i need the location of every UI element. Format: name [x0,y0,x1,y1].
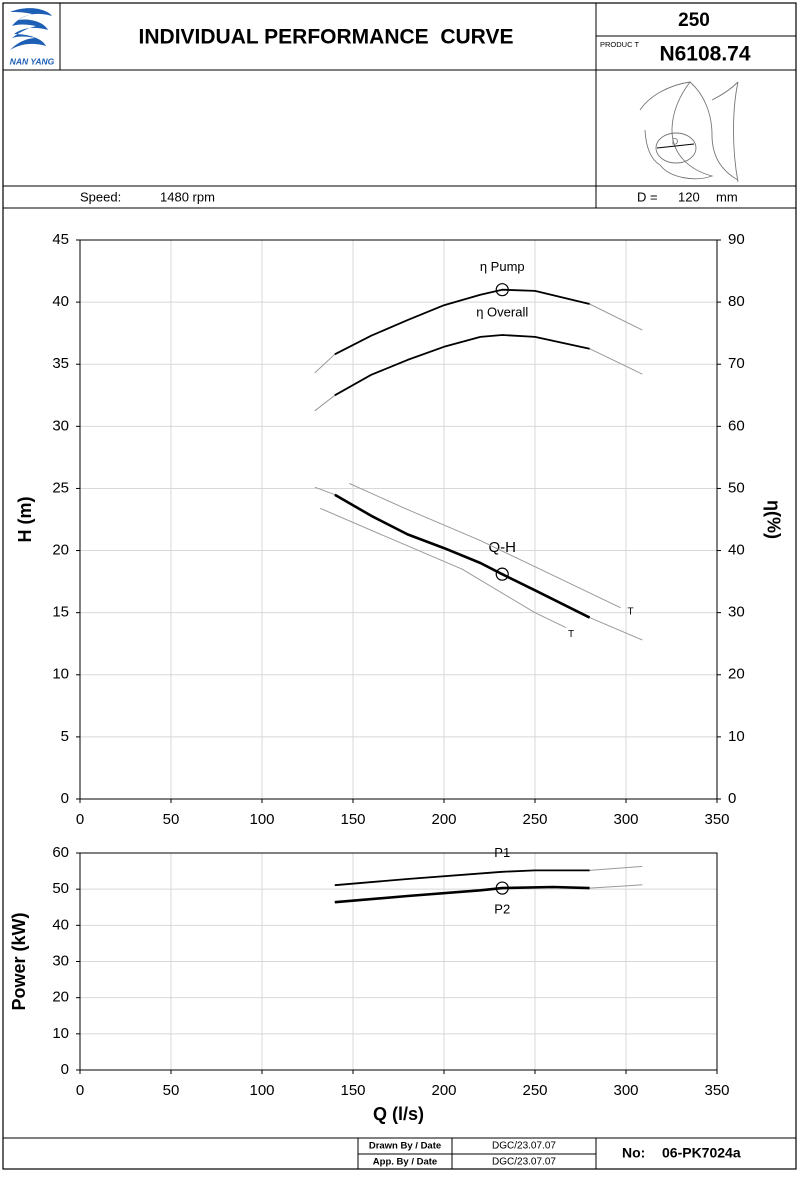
product: N6108.74 [659,43,750,66]
y-tick-label: 0 [61,1061,69,1078]
x-axis-title: Q (l/s) [373,1104,424,1124]
y2-tick-label: 80 [728,293,745,310]
curve [334,288,590,356]
y2-tick-label: 30 [728,604,745,621]
x-tick-label: 100 [249,1082,274,1099]
y-tick-label: 45 [52,231,69,248]
y-tick-label: 35 [52,355,69,372]
drawn-value: DGC/23.07.07 [492,1141,556,1152]
logo-swirl [10,8,52,50]
curve [320,507,567,629]
y-tick-label: 20 [52,542,69,559]
series-label: P2 [494,902,510,917]
curve [314,334,643,412]
duty-point [495,567,509,581]
logo-text: NAN YANG [10,56,55,66]
y-tick-label: 10 [52,666,69,683]
curve [334,493,591,619]
x-tick-label: 300 [613,811,638,828]
y-tick-label: 40 [52,916,69,933]
speed-label: Speed: [80,189,121,204]
y-tick-label: 10 [52,1025,69,1042]
y-tick-label: 20 [52,989,69,1006]
y-tick-label: 60 [52,844,69,861]
approved-value: DGC/23.07.07 [492,1157,556,1168]
curve [334,334,590,397]
y2-tick-label: 20 [728,666,745,683]
drawn-label: Drawn By / Date [369,1141,441,1152]
product-label: PRODUC T [600,40,639,49]
duty-point [495,283,509,297]
x-tick-label: 350 [704,811,729,828]
logo: NAN YANG [10,8,55,66]
title: INDIVIDUAL PERFORMANCE CURVE [139,26,514,49]
x-tick-label: 50 [163,1082,180,1099]
series-label: T [568,629,574,640]
size: 250 [678,10,710,31]
y-tick-label: 5 [61,728,69,745]
x-tick-label: 350 [704,1082,729,1099]
x-tick-label: 250 [522,811,547,828]
x-tick-label: 150 [340,1082,365,1099]
x-tick-label: 200 [431,1082,456,1099]
x-tick-label: 50 [163,811,180,828]
series-label: Q-H [488,539,516,556]
y-axis-title: Power (kW) [9,912,29,1010]
x-tick-label: 0 [76,811,84,828]
series-label: T [628,606,634,617]
impeller-symbol: D [672,136,679,146]
series-label: P1 [494,845,510,860]
d-value: 120 [678,189,700,204]
speed: 1480 rpm [160,189,215,204]
y-tick-label: 40 [52,293,69,310]
y2-tick-label: 50 [728,479,745,496]
y2-tick-label: 70 [728,355,745,372]
series-label: η Overall [476,304,528,319]
d-unit: mm [716,189,738,204]
x-tick-label: 100 [249,811,274,828]
duty-point [495,881,509,895]
x-tick-label: 150 [340,811,365,828]
number-label: No: [622,1145,645,1161]
approved-label: App. By / Date [373,1157,437,1168]
x-tick-label: 0 [76,1082,84,1099]
y-tick-label: 25 [52,479,69,496]
curve [334,885,590,904]
y-tick-label: 30 [52,952,69,969]
y2-tick-label: 90 [728,231,745,248]
x-tick-label: 300 [613,1082,638,1099]
d-label: D = [637,189,658,204]
y2-tick-label: 10 [728,728,745,745]
plot-frame [79,239,718,800]
curve [334,869,590,887]
y-tick-label: 15 [52,604,69,621]
x-tick-label: 250 [522,1082,547,1099]
curve [334,865,643,886]
y2-tick-label: 60 [728,417,745,434]
y-tick-label: 30 [52,417,69,434]
number: 06-PK7024a [662,1145,741,1161]
y2-tick-label: 0 [728,790,736,807]
y2-axis-title: η(%) [763,500,783,539]
y-tick-label: 50 [52,880,69,897]
curve [334,884,643,903]
y-tick-label: 0 [61,790,69,807]
curve [349,483,621,609]
impeller-sketch [639,81,739,183]
x-tick-label: 200 [431,811,456,828]
series-label: η Pump [480,259,525,274]
y2-tick-label: 40 [728,542,745,559]
y-axis-title: H (m) [15,497,35,543]
